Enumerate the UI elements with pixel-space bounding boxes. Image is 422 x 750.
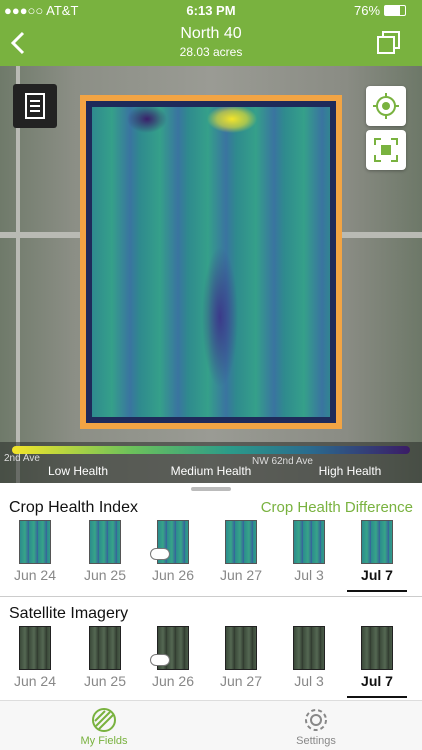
thumbnail[interactable] <box>293 626 325 670</box>
field-acres: 28.03 acres <box>179 45 243 59</box>
section-title: Satellite Imagery <box>9 605 129 622</box>
fit-button[interactable] <box>366 130 406 170</box>
tab-icon[interactable] <box>91 707 117 733</box>
thumbnail[interactable] <box>293 520 325 564</box>
health-heatmap <box>92 107 330 417</box>
street-label: 2nd Ave <box>4 453 40 464</box>
date-label[interactable]: Jun 27 <box>219 673 263 689</box>
thumbnail[interactable] <box>225 626 257 670</box>
divider <box>0 596 422 597</box>
cloud-icon <box>150 548 170 560</box>
tab-label[interactable]: My Fields <box>80 735 128 747</box>
locate-button[interactable] <box>366 86 406 126</box>
field-inner <box>86 101 336 423</box>
thumbnail[interactable] <box>19 520 51 564</box>
thumbnail[interactable] <box>19 626 51 670</box>
date-label[interactable]: Jul 7 <box>361 567 393 583</box>
health-scale <box>12 446 410 454</box>
battery: 76% <box>354 3 381 18</box>
tab-icon[interactable] <box>303 707 329 733</box>
thumbnail[interactable] <box>225 520 257 564</box>
layers-button[interactable] <box>376 30 402 56</box>
date-label[interactable]: Jun 25 <box>83 673 127 689</box>
thumbnail[interactable] <box>157 626 189 670</box>
road <box>16 66 20 483</box>
tab-bar: My Fields Settings <box>0 700 422 750</box>
carrier: ●●●○○ AT&T <box>4 3 79 18</box>
field-name: North 40 <box>180 25 242 42</box>
notes-button[interactable] <box>13 84 57 128</box>
legend-label: Medium Health <box>170 464 252 478</box>
legend-label: Low Health <box>47 464 109 478</box>
date-label[interactable]: Jul 7 <box>361 673 393 689</box>
street-label: NW 62nd Ave <box>252 456 313 467</box>
battery-icon <box>384 5 406 16</box>
date-label[interactable]: Jun 24 <box>13 673 57 689</box>
section-title: Crop Health Index <box>9 499 138 516</box>
date-label[interactable]: Jul 3 <box>294 567 324 583</box>
difference-link[interactable]: Crop Health Difference <box>260 499 413 516</box>
date-label[interactable]: Jun 25 <box>83 567 127 583</box>
thumbnail[interactable] <box>361 520 393 564</box>
drag-handle[interactable] <box>191 487 231 491</box>
date-label[interactable]: Jun 27 <box>219 567 263 583</box>
time: 6:13 PM <box>186 3 236 18</box>
map: 2nd Ave NW 62nd Ave Low Health Medium He… <box>0 66 422 483</box>
status-bar: ●●●○○ AT&T 6:13 PM 76% <box>0 0 422 20</box>
date-label[interactable]: Jun 26 <box>151 673 195 689</box>
selected-underline <box>347 590 407 592</box>
date-label[interactable]: Jun 26 <box>151 567 195 583</box>
date-label[interactable]: Jun 24 <box>13 567 57 583</box>
nav-bar: North 40 28.03 acres <box>0 20 422 66</box>
imagery-panel: Crop Health Index Crop Health Difference… <box>0 483 422 700</box>
selected-underline <box>347 696 407 698</box>
field-boundary <box>80 95 342 429</box>
back-button[interactable] <box>8 30 28 56</box>
thumbnail[interactable] <box>89 626 121 670</box>
thumbnail[interactable] <box>89 520 121 564</box>
legend-label: High Health <box>318 464 382 478</box>
tab-label[interactable]: Settings <box>296 735 336 747</box>
thumbnail[interactable] <box>361 626 393 670</box>
cloud-icon <box>150 654 170 666</box>
date-label[interactable]: Jul 3 <box>294 673 324 689</box>
